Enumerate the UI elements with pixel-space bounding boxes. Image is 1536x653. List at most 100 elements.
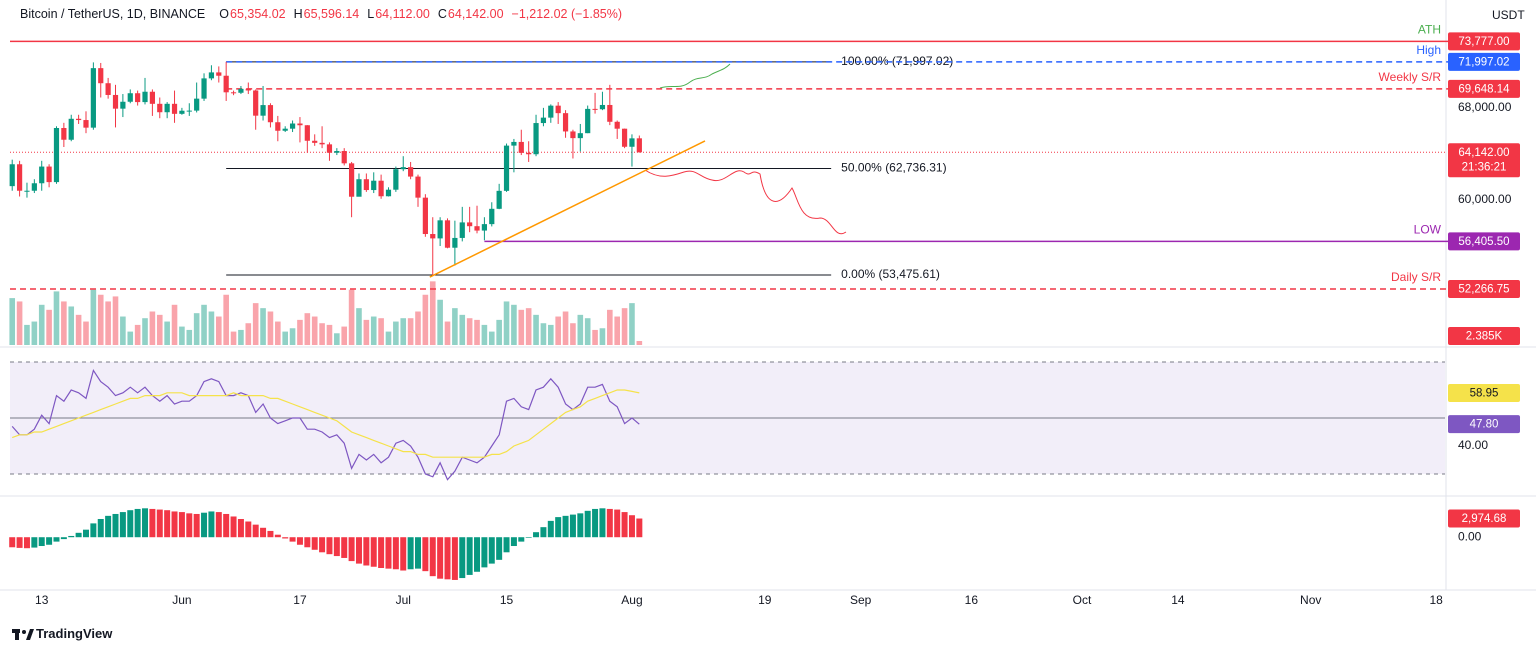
candle-body: [400, 167, 406, 170]
histogram-bar: [119, 512, 126, 538]
candle-body: [245, 88, 251, 91]
histogram-bar: [97, 518, 104, 538]
volume-bar: [245, 323, 252, 345]
volume-bar: [488, 331, 495, 345]
histogram-bar: [127, 510, 134, 538]
candle-body: [326, 144, 333, 153]
level-name: LOW: [1414, 223, 1442, 237]
candle-body: [142, 91, 148, 103]
volume-bar: [326, 324, 333, 345]
volume-bar: [164, 321, 170, 345]
trendline: [429, 140, 706, 278]
volume-bar: [415, 311, 421, 345]
histogram-bar: [215, 512, 222, 538]
symbol-title: Bitcoin / TetherUS, 1D, BINANCE: [20, 7, 206, 21]
histogram-bar: [23, 537, 30, 549]
candle-body: [267, 105, 274, 123]
histogram-bar: [429, 537, 436, 577]
candle-body: [393, 169, 399, 190]
histogram-bar: [437, 537, 444, 579]
volume-bar: [16, 301, 23, 345]
candle-body: [179, 110, 185, 114]
volume-bar: [120, 316, 126, 345]
last-price-badge: 64,142.00: [1458, 147, 1509, 159]
volume-bar: [614, 316, 621, 345]
candle-body: [585, 108, 591, 134]
indicator-badge: 58.95: [1470, 387, 1499, 399]
volume-bar: [547, 324, 554, 345]
x-tick-label: Jun: [172, 593, 191, 607]
histogram-bar: [156, 509, 163, 538]
volume-bar: [282, 331, 288, 345]
level-name: Daily S/R: [1391, 270, 1441, 284]
histogram-bar: [31, 537, 38, 548]
histogram-bar: [149, 508, 156, 538]
volume-bar: [629, 303, 635, 345]
volume-bar: [311, 316, 318, 345]
fib-label: 50.00% (62,736.31): [841, 161, 946, 175]
level-name: Weekly S/R: [1379, 70, 1442, 84]
histogram-bar: [525, 537, 532, 538]
candle-body: [437, 220, 443, 239]
candle-body: [238, 88, 244, 93]
candle-body: [61, 127, 67, 140]
candle-body: [422, 197, 428, 235]
histogram-bar: [606, 508, 613, 538]
volume-bar: [171, 304, 178, 345]
histogram-bar: [304, 537, 311, 548]
candle-body: [186, 110, 192, 112]
histogram-bar: [90, 523, 97, 538]
indicator-badge: 47.80: [1470, 419, 1499, 431]
volume-bar: [223, 294, 229, 345]
histogram-bar: [267, 530, 274, 538]
candle-body: [577, 133, 583, 139]
volume-bar: [459, 314, 466, 345]
volume-bar: [334, 333, 340, 345]
histogram-bar: [614, 509, 621, 538]
candle-body: [548, 105, 554, 118]
volume-bar: [24, 324, 30, 345]
x-tick-label: Sep: [850, 593, 872, 607]
candle-body: [157, 103, 163, 113]
candle-body: [496, 190, 502, 209]
level-badge-bg: [1448, 279, 1520, 298]
histogram-bar: [378, 537, 385, 569]
candle-body: [216, 72, 222, 76]
volume-bar: [31, 321, 38, 345]
candle-body: [614, 121, 620, 129]
volume-bar: [275, 321, 281, 345]
volume-bar: [577, 314, 584, 345]
histogram-bar: [592, 508, 599, 538]
volume-bar: [400, 318, 407, 345]
indicator-badge-bg: [1448, 415, 1520, 434]
volume-bar: [134, 324, 141, 345]
histogram-bar: [319, 537, 326, 553]
volume-bar: [592, 329, 598, 345]
volume-bar: [156, 314, 163, 345]
x-tick-label: 16: [965, 593, 979, 607]
candle-body: [621, 128, 628, 147]
volume-bar: [238, 329, 244, 345]
candle-body: [201, 78, 207, 99]
candle-body: [511, 141, 517, 146]
candle-body: [208, 72, 215, 79]
candle-body: [348, 163, 355, 197]
level-badge: 52,266.75: [1458, 284, 1509, 296]
level-name: ATH: [1418, 23, 1441, 37]
volume-bar: [149, 311, 156, 345]
volume-bar: [370, 316, 377, 345]
projection-down: [644, 169, 847, 235]
histogram-bar: [422, 537, 429, 572]
candle-body: [149, 91, 155, 104]
histogram-bar: [193, 513, 200, 538]
histogram-bar: [53, 537, 60, 542]
histogram-bar: [599, 508, 606, 538]
histogram-bar: [105, 515, 112, 538]
candle-body: [636, 138, 642, 153]
histogram-bar: [562, 515, 569, 538]
histogram-bar: [326, 537, 333, 555]
candle-body: [415, 176, 421, 198]
histogram-bar: [407, 537, 414, 570]
candle-body: [356, 179, 362, 197]
volume-bar: [105, 301, 111, 345]
